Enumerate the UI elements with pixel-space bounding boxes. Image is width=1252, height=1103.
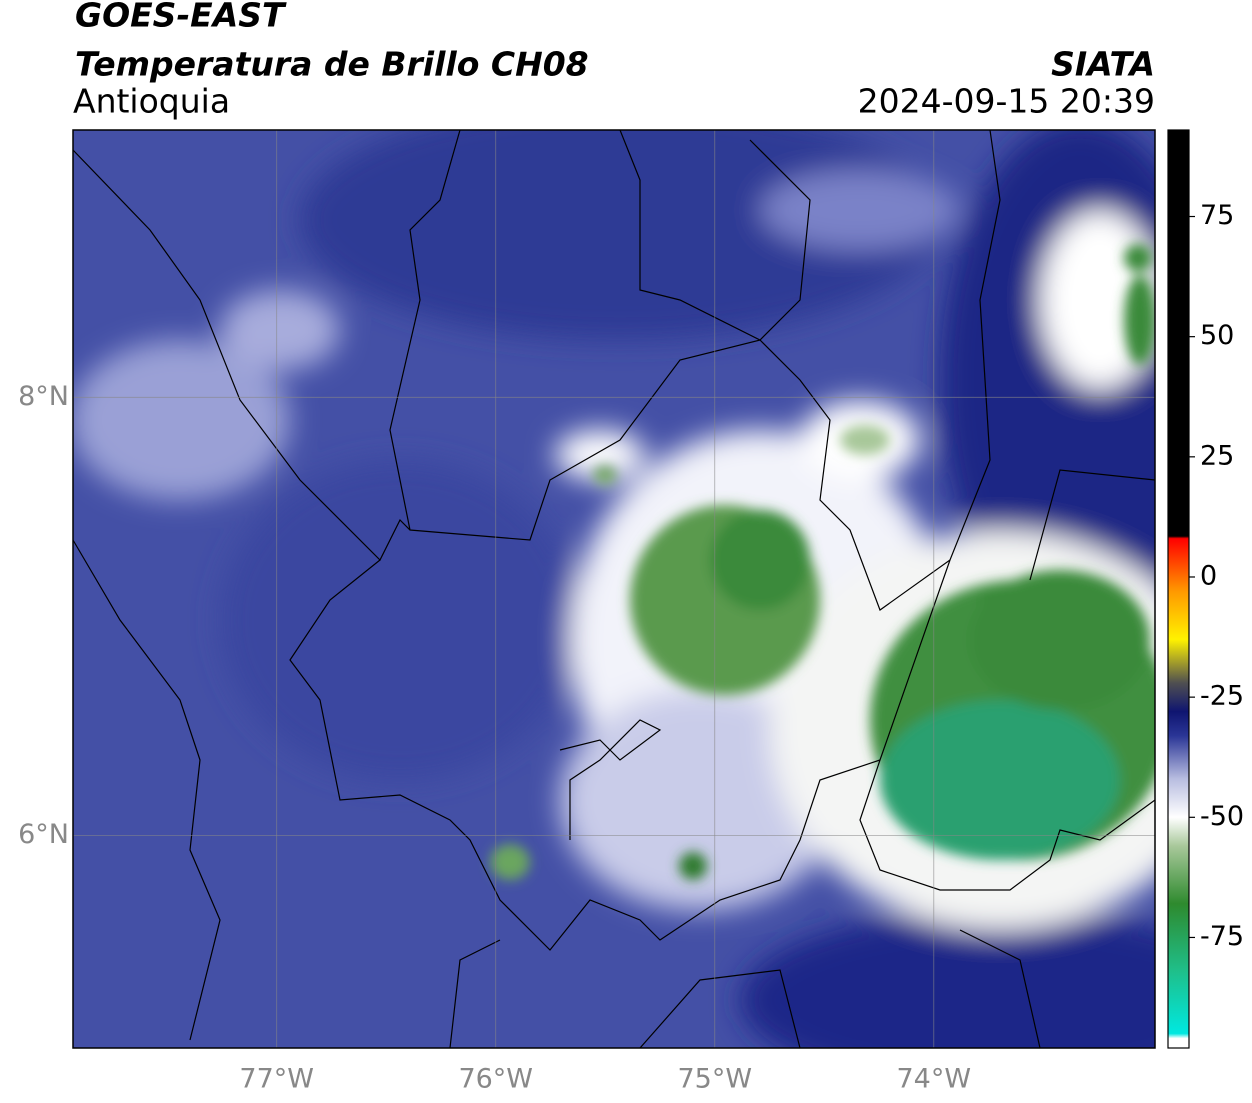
- lon-tick-label: 75°W: [677, 1064, 752, 1095]
- map-frame: [72, 129, 1156, 1049]
- subtitle: Temperatura de Brillo CH08: [75, 45, 589, 84]
- datetime: 2024-09-15 20:39: [858, 82, 1155, 121]
- lon-tick-label: 76°W: [458, 1064, 533, 1095]
- colorbar-tick-label: -25: [1200, 681, 1244, 712]
- colorbar-tick-label: 25: [1200, 440, 1234, 471]
- graticule: [73, 130, 1155, 1048]
- lat-tick-label: 8°N: [18, 381, 69, 412]
- colorbar-tick-label: 75: [1200, 200, 1234, 231]
- colorbar-tick-label: -75: [1200, 921, 1244, 952]
- source: SIATA: [1051, 45, 1155, 84]
- lon-tick-label: 74°W: [897, 1064, 972, 1095]
- colorbar-tick-label: -50: [1200, 801, 1244, 832]
- title: GOES-EAST: [75, 0, 287, 35]
- lon-tick-label: 77°W: [239, 1064, 314, 1095]
- colorbar: [1167, 129, 1190, 1049]
- boundaries: [73, 130, 1155, 1048]
- colorbar-tick-label: 0: [1200, 560, 1217, 591]
- colorbar-tick-label: 50: [1200, 320, 1234, 351]
- lat-tick-label: 6°N: [18, 819, 69, 850]
- region: Antioquia: [73, 82, 230, 121]
- satellite-image: [73, 130, 1155, 1048]
